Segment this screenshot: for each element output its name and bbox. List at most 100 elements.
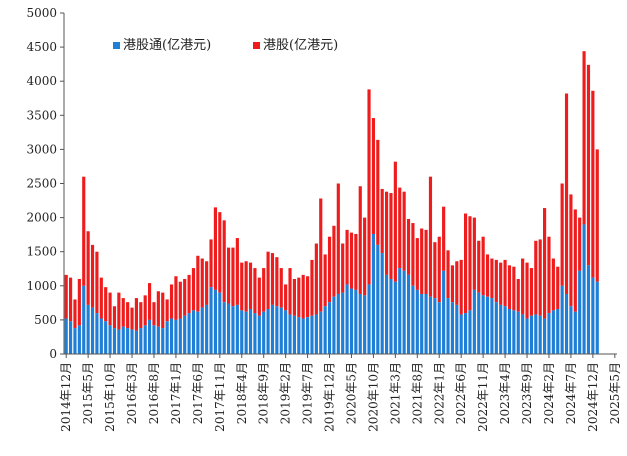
bar-southbound-38: [231, 306, 235, 354]
bar-hk-stock-10: [108, 292, 112, 326]
x-tick-label-25: 2025年5月: [608, 362, 622, 424]
x-tick-label-19: 2022年11月: [476, 362, 490, 432]
x-tick-label-22: 2024年2月: [542, 362, 556, 424]
bar-southbound-35: [218, 292, 222, 354]
bar-hk-stock-77: [402, 191, 406, 271]
bar-hk-stock-110: [547, 236, 551, 314]
y-tick-label-3500: 3500: [26, 108, 57, 122]
bar-hk-stock-17: [139, 302, 143, 329]
bar-hk-stock-14: [126, 302, 130, 329]
x-tick-label-5: 2017年1月: [169, 362, 183, 424]
bar-hk-stock-32: [205, 261, 209, 305]
bar-southbound-25: [174, 319, 178, 354]
bar-hk-stock-74: [389, 193, 393, 279]
bar-southbound-33: [209, 287, 213, 354]
bar-hk-stock-23: [165, 299, 169, 322]
bar-southbound-93: [472, 289, 476, 354]
bar-southbound-12: [117, 329, 121, 354]
bar-hk-stock-41: [244, 261, 248, 312]
bar-southbound-50: [284, 310, 288, 354]
bar-southbound-82: [424, 293, 428, 354]
bar-southbound-23: [165, 321, 169, 354]
bar-southbound-70: [371, 233, 375, 354]
bar-southbound-19: [148, 319, 152, 354]
bar-hk-stock-101: [507, 265, 512, 309]
bar-hk-stock-16: [134, 298, 138, 331]
bar-hk-stock-30: [196, 255, 200, 312]
bar-hk-stock-61: [332, 225, 336, 297]
bar-hk-stock-31: [200, 258, 204, 308]
bar-hk-stock-120: [591, 90, 595, 278]
bar-hk-stock-75: [393, 161, 397, 282]
x-tick-label-8: 2018年4月: [235, 362, 249, 424]
bar-southbound-113: [560, 285, 564, 354]
bar-hk-stock-43: [253, 268, 257, 314]
bar-southbound-110: [547, 313, 551, 354]
bar-southbound-53: [297, 317, 301, 354]
bar-hk-stock-96: [485, 254, 490, 297]
bar-southbound-6: [90, 307, 95, 354]
bar-hk-stock-112: [556, 266, 560, 309]
bar-hk-stock-88: [450, 265, 454, 303]
x-tick-label-4: 2016年8月: [147, 362, 161, 424]
bar-southbound-37: [227, 303, 231, 354]
bar-hk-stock-102: [512, 266, 516, 311]
bar-hk-stock-111: [551, 258, 555, 311]
bar-southbound-71: [376, 244, 380, 354]
bar-southbound-16: [134, 330, 138, 354]
legend-swatch-hk-stock: [253, 42, 260, 49]
bar-southbound-48: [275, 306, 279, 354]
bar-southbound-46: [266, 308, 270, 354]
bar-hk-stock-121: [595, 149, 599, 282]
bar-hk-stock-105: [525, 262, 529, 319]
bar-southbound-98: [494, 302, 498, 354]
x-tick-label-20: 2023年4月: [498, 362, 512, 424]
bar-southbound-86: [442, 270, 446, 354]
bar-hk-stock-1: [69, 277, 73, 322]
bar-hk-stock-64: [345, 229, 349, 285]
bar-hk-stock-51: [288, 268, 292, 315]
bar-southbound-7: [95, 313, 99, 354]
bar-hk-stock-65: [349, 232, 354, 289]
bar-southbound-11: [112, 328, 117, 354]
bar-southbound-79: [411, 285, 415, 354]
bar-hk-stock-33: [209, 239, 213, 288]
y-tick-label-2000: 2000: [26, 211, 57, 225]
bar-hk-stock-92: [468, 216, 472, 311]
bar-hk-stock-89: [455, 261, 459, 305]
bar-hk-stock-113: [560, 183, 564, 286]
bar-hk-stock-71: [376, 139, 380, 245]
bar-southbound-58: [319, 311, 323, 354]
bar-hk-stock-24: [169, 284, 174, 319]
y-tick-label-500: 500: [34, 313, 57, 327]
bar-hk-stock-114: [564, 93, 569, 294]
bar-southbound-56: [310, 315, 314, 354]
bar-southbound-87: [446, 298, 450, 354]
bar-southbound-66: [354, 289, 358, 354]
bar-southbound-65: [349, 288, 354, 354]
bar-hk-stock-54: [301, 274, 305, 319]
bar-hk-stock-76: [398, 187, 402, 269]
bar-hk-stock-83: [428, 176, 433, 297]
bar-hk-stock-2: [73, 299, 77, 329]
legend-label-hk-stock: 港股(亿港元): [263, 38, 338, 53]
bar-southbound-2: [73, 328, 77, 354]
bar-southbound-36: [222, 302, 226, 354]
bar-southbound-3: [77, 325, 81, 354]
bar-southbound-75: [393, 281, 397, 354]
bar-hk-stock-40: [240, 262, 244, 311]
bar-southbound-100: [503, 306, 507, 354]
bar-southbound-64: [345, 284, 349, 354]
bar-southbound-116: [573, 311, 577, 354]
x-tick-label-15: 2021年3月: [388, 362, 402, 424]
bar-southbound-47: [270, 304, 275, 354]
bar-southbound-115: [569, 306, 573, 354]
bar-southbound-78: [406, 274, 411, 354]
bar-southbound-105: [525, 318, 529, 354]
bar-hk-stock-19: [148, 283, 152, 320]
bar-hk-stock-39: [235, 238, 239, 305]
bar-hk-stock-18: [143, 295, 147, 326]
x-tick-label-11: 2019年7月: [301, 362, 315, 424]
bar-southbound-51: [288, 314, 292, 354]
